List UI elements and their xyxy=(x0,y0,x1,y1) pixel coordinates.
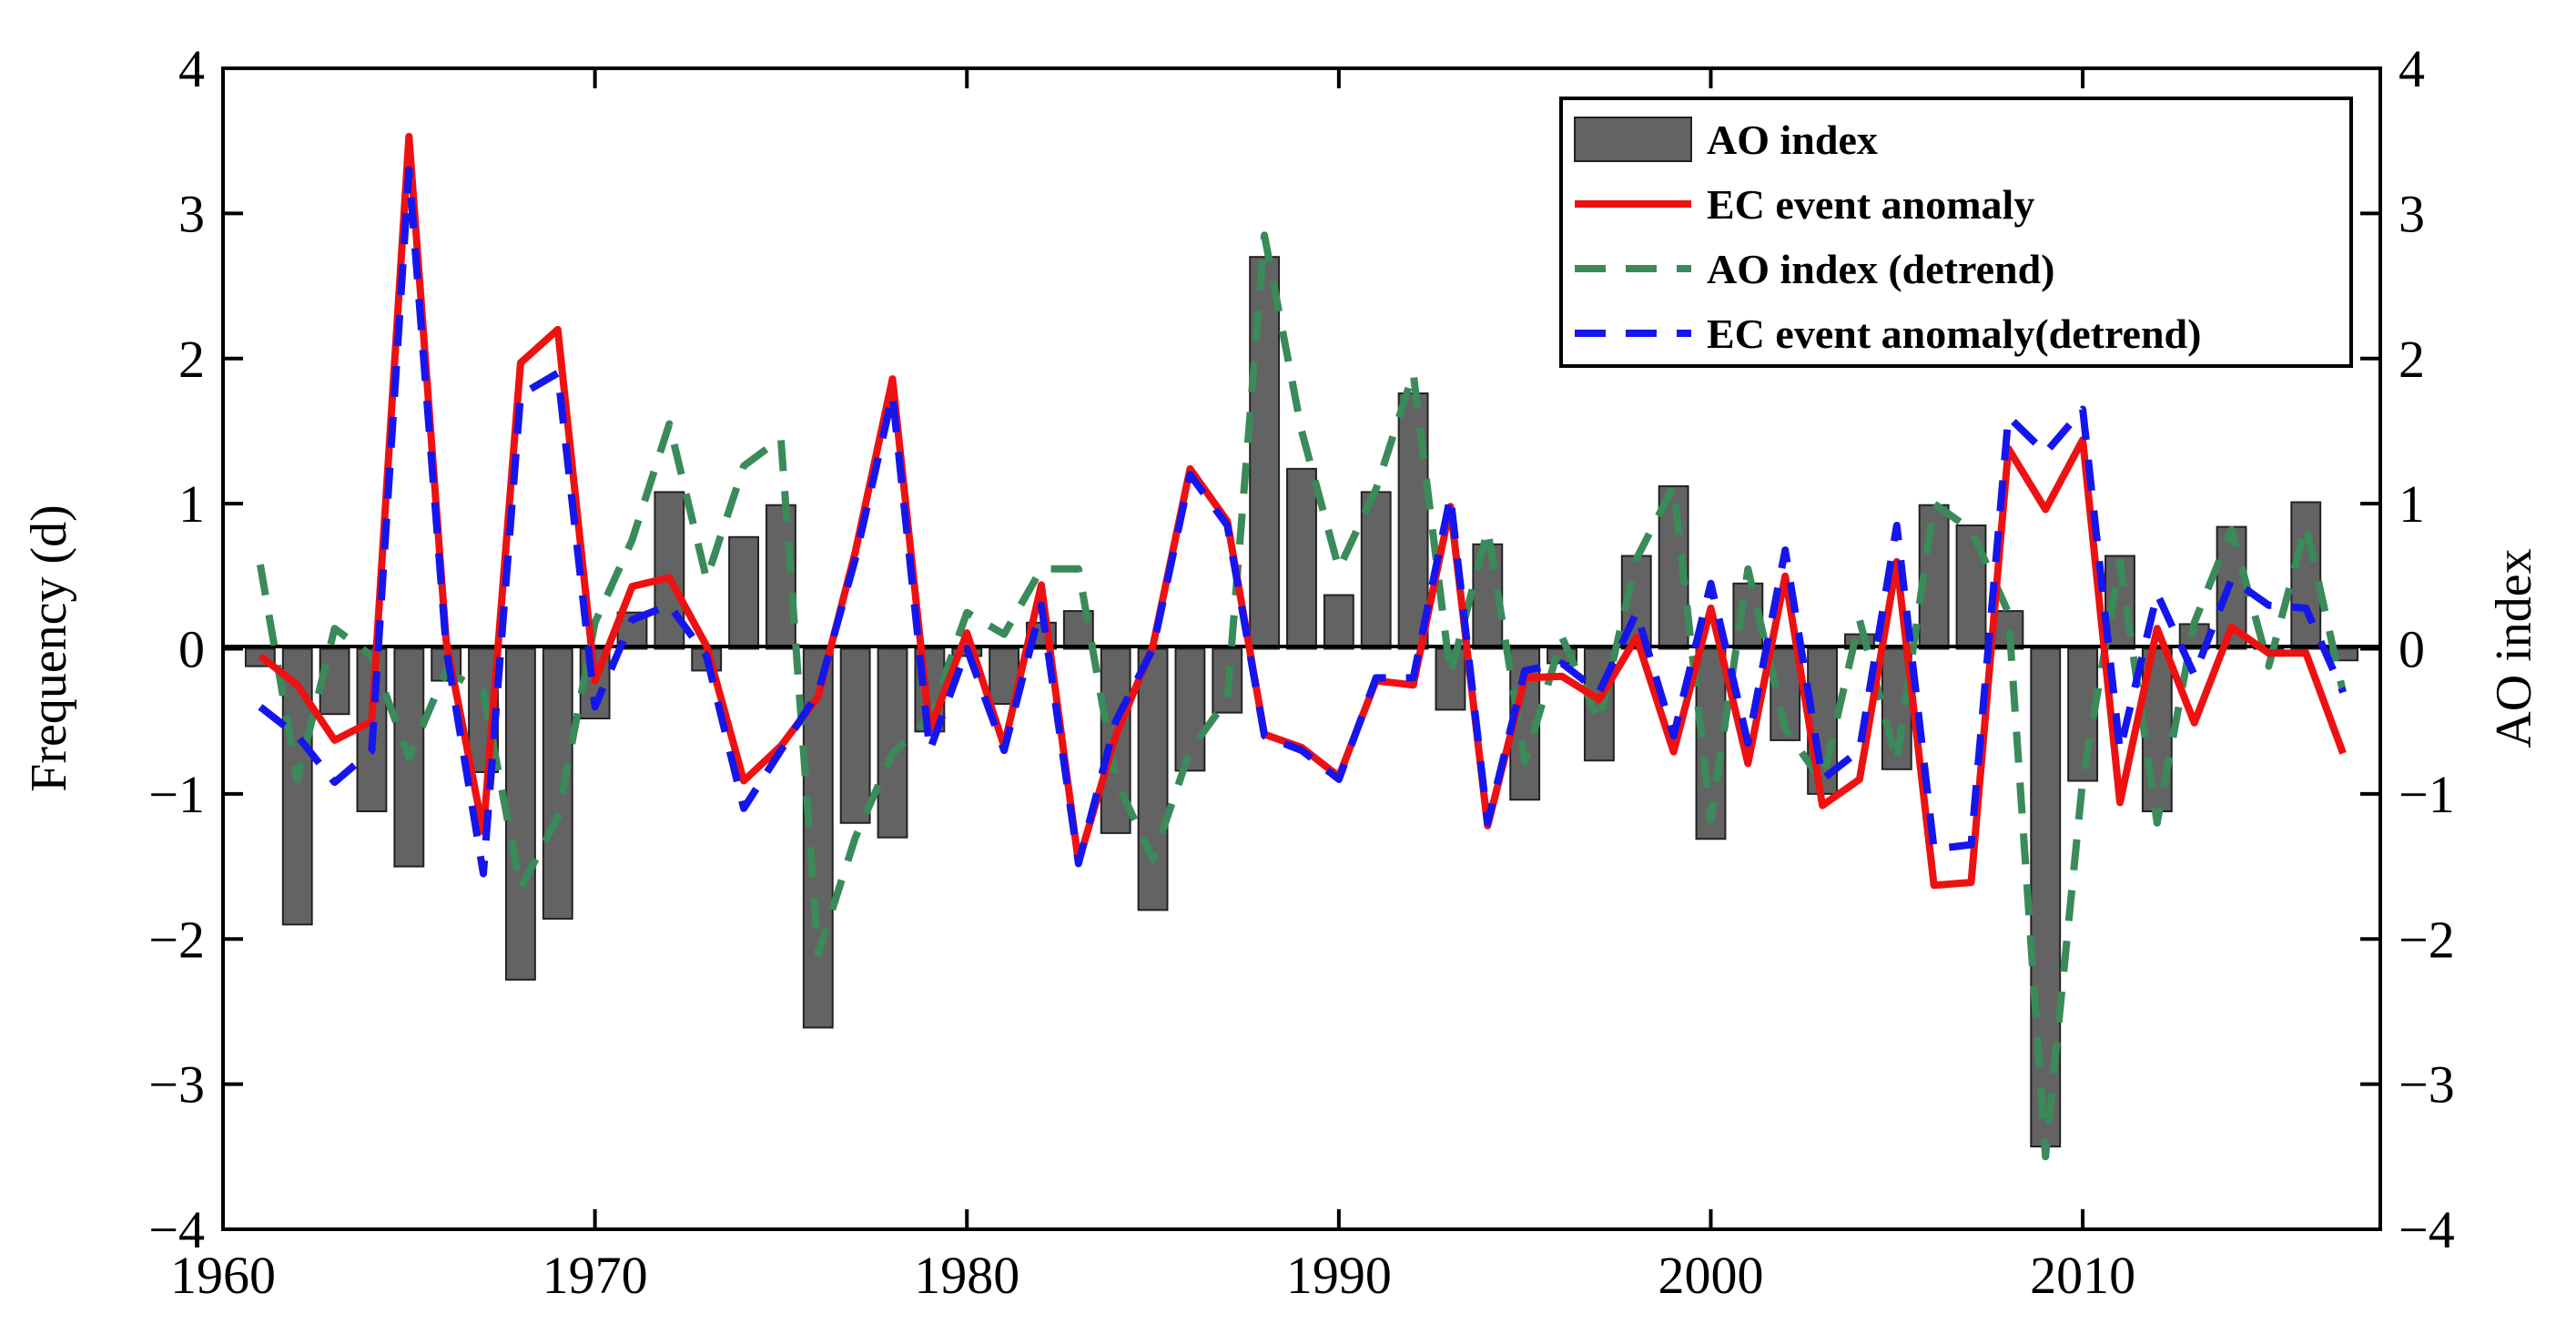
y2-tick-label-0: 0 xyxy=(2399,620,2425,679)
ao-bar-1991 xyxy=(1360,491,1392,650)
ao-bar-1989 xyxy=(1286,467,1317,650)
y2-tick-label--3: −3 xyxy=(2399,1055,2455,1115)
ao-bar-1975 xyxy=(765,504,796,650)
legend-label-ao-index: AO index xyxy=(1707,117,1878,163)
y-axis-title: Frequency (d) xyxy=(21,504,77,792)
legend-box xyxy=(1559,97,2353,368)
y-tick-label--2: −2 xyxy=(148,910,205,969)
y2-tick-label-3: 3 xyxy=(2399,184,2425,243)
ao-bar-1969 xyxy=(542,647,573,920)
x-tick-label-1980: 1980 xyxy=(914,1246,1019,1305)
y-tick-label--4: −4 xyxy=(148,1200,205,1259)
y-tick-label-1: 1 xyxy=(178,474,205,534)
ao-bar-1968 xyxy=(504,647,536,981)
y2-tick-label--1: −1 xyxy=(2399,765,2455,824)
y2-tick-label-2: 2 xyxy=(2399,330,2425,389)
x-tick-label-1990: 1990 xyxy=(1286,1246,1392,1305)
axis-ticks: 1960 1970 1980 1990 2000 2010−4 −4−3 −3−2 −2−1 −1… xyxy=(148,39,2454,1305)
y2-tick-label-1: 1 xyxy=(2399,474,2425,534)
series-lines xyxy=(256,132,2348,1161)
ao-bar-1977 xyxy=(839,647,871,824)
x-tick-label-2000: 2000 xyxy=(1658,1246,1763,1305)
line-ec-event-anomaly-detrend xyxy=(258,166,2347,878)
y-tick-label-2: 2 xyxy=(178,330,205,389)
legend-label-ec-event-anomaly-detrend: EC event anomaly(detrend) xyxy=(1707,311,2201,357)
y-tick-label-4: 4 xyxy=(178,39,205,98)
ao-bar-1992 xyxy=(1397,392,1429,650)
y2-tick-label-4: 4 xyxy=(2399,39,2425,98)
legend-label-ao-index-detrend: AO index (detrend) xyxy=(1707,246,2055,292)
x-tick-label-1960: 1960 xyxy=(170,1246,276,1305)
ao-bar-1978 xyxy=(877,647,908,839)
ao-bar-1985 xyxy=(1137,647,1169,911)
y-tick-label--3: −3 xyxy=(148,1055,205,1115)
legend-label-ec-event-anomaly: EC event anomaly xyxy=(1707,181,2034,228)
ao-bar-2016 xyxy=(2290,501,2322,650)
y-tick-label--1: −1 xyxy=(148,765,205,824)
ao-bar-1990 xyxy=(1323,594,1354,650)
x-tick-label-2010: 2010 xyxy=(2030,1246,2135,1305)
ao-bar-1988 xyxy=(1249,256,1281,650)
y2-tick-label--2: −2 xyxy=(2399,910,2455,969)
legend-swatch-ao-index xyxy=(1574,117,1692,162)
x-tick-label-1970: 1970 xyxy=(543,1246,648,1305)
y2-tick-label--4: −4 xyxy=(2399,1200,2455,1259)
y-tick-label-3: 3 xyxy=(178,184,205,243)
y-tick-label-0: 0 xyxy=(178,620,205,679)
y2-axis-title: AO index xyxy=(2486,548,2542,748)
ao-bar-1986 xyxy=(1174,647,1206,772)
ao-bar-1974 xyxy=(728,535,760,650)
legend: AO index EC event anomaly AO index (detren… xyxy=(1559,97,2353,368)
